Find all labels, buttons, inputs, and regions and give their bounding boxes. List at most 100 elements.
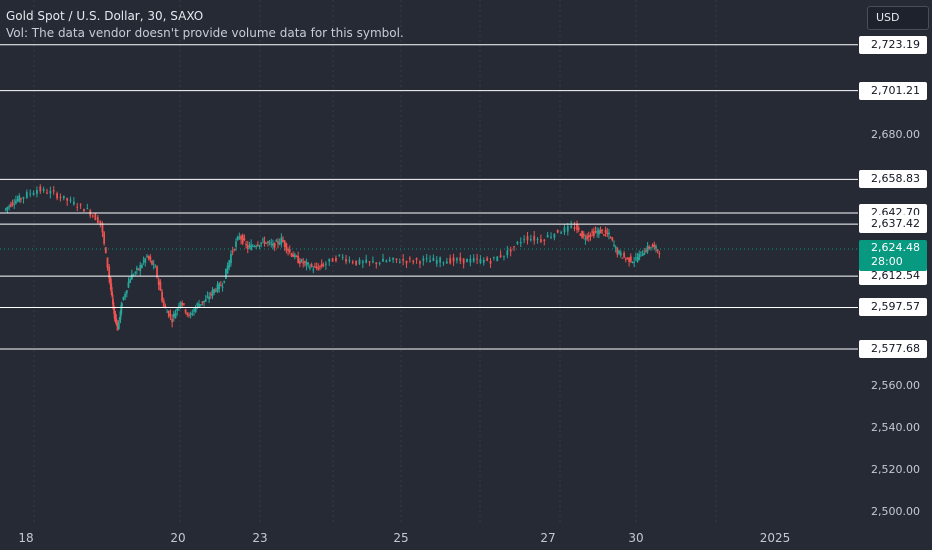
candle-up [378, 262, 381, 264]
candle-up [253, 246, 256, 248]
candle-down [287, 249, 289, 251]
candle-up [32, 192, 35, 196]
currency-button[interactable]: USD [867, 6, 929, 30]
candle-up [358, 259, 361, 265]
candle-up [324, 263, 327, 265]
candle-up [506, 250, 509, 256]
candle-down [489, 261, 492, 264]
candle-down [241, 235, 244, 244]
symbol-title[interactable]: Gold Spot / U.S. Dollar, 30, SAXO [6, 9, 204, 23]
volume-note: Vol: The data vendor doesn't provide vol… [6, 26, 404, 40]
candle-down [581, 230, 583, 238]
candle-down [106, 257, 109, 268]
candle-down [658, 253, 661, 255]
candle-up [130, 274, 133, 280]
candle-up [199, 304, 202, 306]
candle-down [402, 259, 405, 261]
candle-up [208, 296, 211, 300]
candle-down [319, 265, 321, 267]
candle-up [608, 232, 610, 235]
candle-down [624, 258, 627, 260]
candle-up [203, 300, 205, 303]
candle-up [469, 258, 472, 263]
candle-down [157, 279, 160, 285]
candle-down [233, 249, 236, 251]
candle-down [611, 237, 614, 241]
candle-up [226, 265, 229, 274]
time-tick-label: 20 [170, 531, 186, 545]
candle-down [412, 260, 415, 263]
candle-up [248, 245, 251, 247]
candle-down [112, 298, 114, 305]
candle-up [392, 257, 394, 260]
candle-down [302, 262, 305, 264]
candle-up [13, 203, 16, 205]
candle-up [365, 259, 368, 263]
candle-down [298, 261, 301, 264]
candle-up [631, 262, 634, 264]
candle-down [91, 215, 94, 217]
current-price-value: 2,624.48 [871, 241, 920, 254]
candle-down [263, 241, 266, 244]
candle-down [645, 250, 647, 252]
candle-up [613, 244, 615, 246]
candle-down [651, 244, 654, 248]
candle-down [368, 261, 371, 263]
candle-up [176, 308, 179, 311]
candle-down [577, 227, 580, 230]
candle-up [172, 313, 175, 317]
candle-down [39, 186, 42, 192]
candle-up [134, 272, 137, 274]
candle-down [59, 197, 62, 199]
candle-up [255, 245, 258, 247]
candle-up [312, 269, 315, 271]
candle-down [111, 291, 113, 296]
candle-up [472, 258, 475, 262]
candle-up [309, 267, 311, 269]
grid-lines [33, 0, 717, 522]
candle-down [186, 312, 189, 315]
candle-up [4, 208, 7, 211]
candle-down [609, 237, 612, 239]
candle-down [476, 258, 478, 260]
candle-down [149, 256, 152, 260]
candle-down [219, 285, 222, 287]
candle-down [169, 314, 172, 316]
candle-down [209, 293, 212, 295]
candle-down [137, 268, 140, 270]
candle-up [550, 236, 552, 238]
time-tick-label: 2025 [759, 531, 791, 545]
candle-up [422, 258, 425, 261]
candle-down [499, 255, 502, 258]
candle-up [29, 193, 32, 195]
candle-down [171, 318, 174, 323]
candle-up [189, 313, 192, 315]
candle-up [152, 263, 155, 265]
candle-down [405, 260, 408, 264]
candle-up [8, 205, 11, 207]
candle-up [634, 257, 637, 259]
candle-up [117, 322, 120, 330]
candle-up [563, 227, 566, 233]
candle-down [256, 244, 259, 246]
candle-down [314, 266, 316, 268]
candle-up [122, 296, 125, 300]
candle-up [546, 234, 549, 238]
candle-down [589, 235, 592, 237]
candle-up [193, 309, 195, 312]
candle-down [162, 300, 165, 307]
price-tick-label: 2,680.00 [871, 128, 920, 142]
candle-down [582, 233, 585, 237]
candle-down [243, 238, 246, 240]
candle-up [198, 303, 200, 307]
candle-up [139, 264, 142, 272]
candle-up [72, 201, 75, 205]
candle-up [496, 256, 499, 262]
candle-up [49, 191, 52, 194]
candle-down [452, 257, 455, 262]
candle-up [523, 239, 526, 241]
candle-up [293, 254, 296, 258]
candle-up [618, 250, 620, 254]
candle-down [9, 204, 12, 207]
